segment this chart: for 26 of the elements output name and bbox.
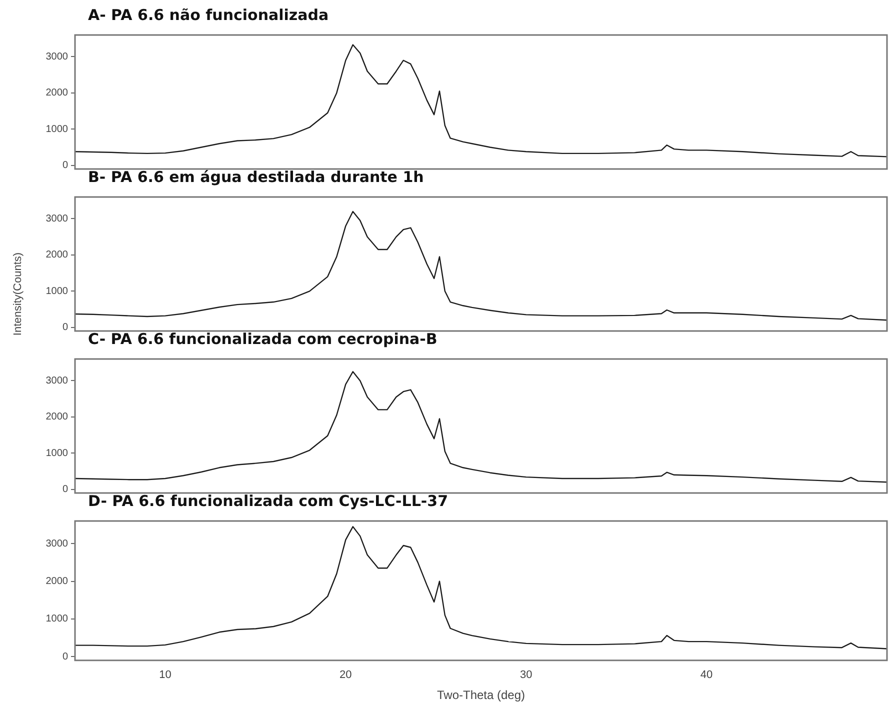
y-tick-label: 0 xyxy=(62,651,68,662)
y-tick-label: 1000 xyxy=(46,286,68,297)
x-tick-label: 10 xyxy=(159,669,172,682)
y-tick-label: 0 xyxy=(62,322,68,334)
y-tick-label: 2000 xyxy=(46,412,68,423)
x-axis-title: Two-Theta (deg) xyxy=(436,688,526,702)
y-tick-label: 0 xyxy=(62,484,68,496)
y-tick-label: 0 xyxy=(62,160,68,172)
x-tick-label: 40 xyxy=(700,669,713,682)
y-tick-label: 3000 xyxy=(46,213,68,224)
chart-title: A- PA 6.6 não funcionalizada xyxy=(88,6,329,24)
y-tick-label: 2000 xyxy=(46,88,68,99)
x-tick-label: 30 xyxy=(520,669,532,682)
y-tick-label: 1000 xyxy=(46,614,68,625)
y-axis-title: Intensity(Counts) xyxy=(12,251,24,338)
y-tick-label: 3000 xyxy=(46,51,68,62)
y-tick-label: 3000 xyxy=(46,538,68,550)
chart-title: B- PA 6.6 em água destilada durante 1h xyxy=(88,168,424,186)
x-tick-label: 20 xyxy=(340,669,352,682)
y-tick-label: 3000 xyxy=(46,375,68,386)
y-tick-label: 1000 xyxy=(46,124,68,135)
y-tick-label: 2000 xyxy=(46,576,68,588)
chart-title: D- PA 6.6 funcionalizada com Cys-LC-LL-37 xyxy=(88,492,448,510)
y-tick-label: 2000 xyxy=(46,250,68,261)
chart-title: C- PA 6.6 funcionalizada com cecropina-B xyxy=(88,330,438,348)
y-tick-label: 1000 xyxy=(46,448,68,459)
